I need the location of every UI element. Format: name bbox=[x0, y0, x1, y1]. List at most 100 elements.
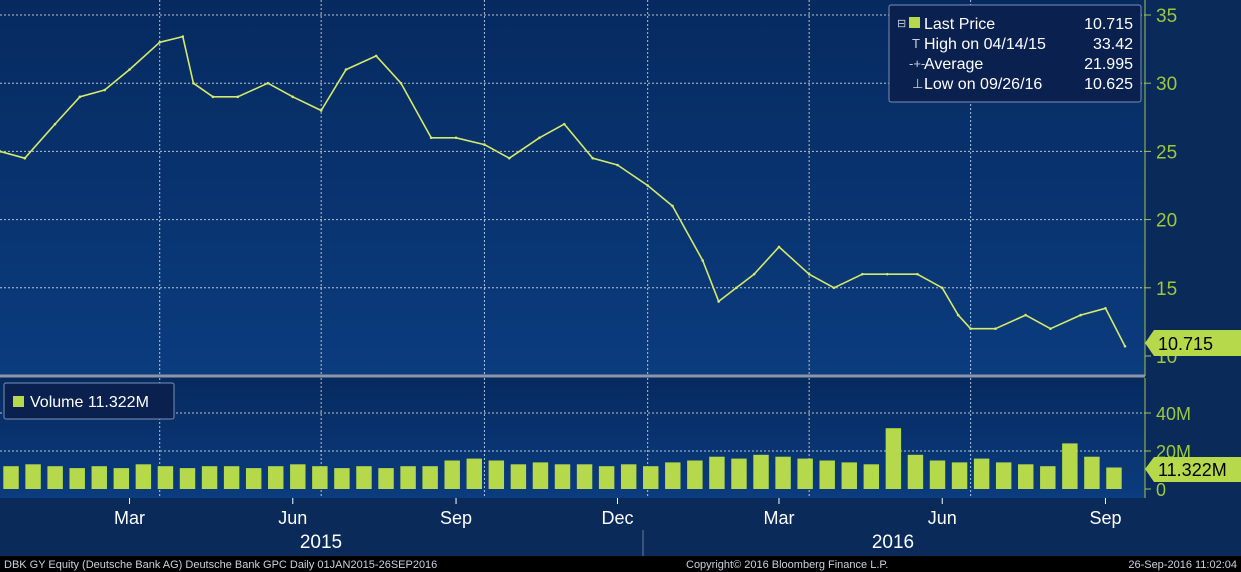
footer-bar bbox=[0, 556, 1241, 572]
price-point bbox=[507, 156, 511, 160]
volume-bar bbox=[25, 464, 41, 489]
price-tick-label: 35 bbox=[1156, 6, 1177, 27]
volume-bar bbox=[488, 460, 505, 489]
volume-bar bbox=[797, 458, 813, 489]
volume-bar bbox=[1062, 443, 1078, 489]
price-point bbox=[861, 272, 864, 276]
price-point bbox=[374, 54, 378, 58]
volume-bar bbox=[885, 428, 902, 489]
price-point bbox=[399, 81, 403, 85]
volume-bar bbox=[709, 456, 725, 489]
footer-copyright: Copyright© 2016 Bloomberg Finance L.P. bbox=[686, 559, 888, 571]
price-point bbox=[1104, 306, 1107, 310]
price-point bbox=[23, 156, 27, 160]
price-legend: ⊟ Last Price 10.715 T High on 04/14/15 3… bbox=[888, 4, 1142, 103]
price-point bbox=[78, 95, 82, 99]
price-point bbox=[591, 156, 594, 160]
price-point bbox=[735, 286, 738, 290]
price-tick-label: 25 bbox=[1156, 142, 1177, 163]
last-price-tag-value: 10.715 bbox=[1158, 334, 1213, 354]
volume-bar bbox=[223, 466, 240, 489]
volume-bar bbox=[334, 468, 350, 489]
volume-bar bbox=[113, 468, 130, 489]
average-marker-icon: -+- bbox=[909, 56, 925, 71]
volume-bar bbox=[1106, 467, 1122, 489]
price-point bbox=[956, 313, 960, 317]
price-point bbox=[181, 35, 185, 38]
volume-bar bbox=[753, 454, 769, 489]
legend-average-value: 21.995 bbox=[1084, 56, 1133, 73]
legend-last-price-label: Last Price bbox=[924, 16, 995, 33]
price-point bbox=[717, 300, 720, 303]
volume-bar bbox=[775, 456, 791, 489]
month-label: Sep bbox=[440, 508, 472, 528]
price-point bbox=[538, 136, 541, 140]
volume-bar bbox=[422, 466, 438, 489]
volume-bar bbox=[665, 462, 681, 489]
price-point bbox=[429, 136, 433, 140]
volume-legend: Volume 11.322M bbox=[3, 382, 175, 420]
volume-bar bbox=[576, 464, 593, 489]
legend-collapse-icon[interactable]: ⊟ bbox=[897, 18, 906, 30]
volume-bar bbox=[554, 464, 571, 489]
volume-bar bbox=[907, 454, 924, 489]
volume-tick-label: 0 bbox=[1156, 480, 1166, 500]
price-line bbox=[0, 35, 1126, 347]
price-point bbox=[483, 143, 486, 146]
year-label-2016: 2016 bbox=[872, 532, 914, 553]
price-point bbox=[1123, 344, 1127, 348]
volume-bar bbox=[290, 464, 306, 489]
volume-bar bbox=[973, 458, 990, 489]
last-volume-tag: 11.322M bbox=[1145, 457, 1241, 482]
low-marker-icon: ⊥ bbox=[912, 76, 923, 91]
legend-last-price-swatch-icon bbox=[909, 17, 920, 28]
price-point bbox=[940, 286, 944, 290]
price-point bbox=[807, 272, 811, 276]
month-label: Sep bbox=[1089, 508, 1121, 528]
volume-bar bbox=[3, 466, 19, 489]
price-point bbox=[128, 68, 131, 71]
volume-bar bbox=[598, 466, 615, 489]
volume-bar bbox=[378, 468, 394, 489]
price-point bbox=[969, 327, 972, 331]
price-point bbox=[236, 95, 240, 99]
volume-legend-label: Volume 11.322M bbox=[30, 394, 149, 411]
price-point bbox=[671, 204, 674, 208]
price-point bbox=[192, 81, 195, 85]
volume-bar bbox=[201, 466, 218, 489]
volume-bar bbox=[687, 460, 703, 489]
volume-bar bbox=[356, 466, 372, 489]
volume-bar bbox=[466, 458, 482, 489]
high-marker-icon: T bbox=[912, 36, 920, 51]
price-point bbox=[291, 95, 295, 99]
volume-tick-label: 40M bbox=[1156, 404, 1191, 424]
volume-bar bbox=[995, 462, 1012, 489]
price-point bbox=[158, 40, 162, 44]
price-point bbox=[885, 272, 889, 276]
price-point bbox=[344, 68, 348, 71]
volume-bar bbox=[47, 466, 63, 489]
volume-bar bbox=[841, 462, 857, 489]
volume-bar bbox=[1040, 466, 1056, 489]
price-point bbox=[53, 122, 57, 126]
price-point bbox=[916, 272, 919, 276]
price-point bbox=[562, 122, 566, 126]
month-label: Dec bbox=[602, 508, 634, 528]
price-point bbox=[701, 259, 704, 262]
volume-bar bbox=[643, 466, 659, 489]
legend-last-price-value: 10.715 bbox=[1084, 16, 1133, 33]
price-point bbox=[1024, 313, 1027, 317]
volume-bar bbox=[951, 462, 968, 489]
volume-bar bbox=[245, 468, 262, 489]
price-series bbox=[0, 35, 1127, 348]
month-labels: Mar Jun Sep Dec Mar Jun Sep bbox=[114, 498, 1121, 528]
price-point bbox=[0, 150, 2, 153]
price-point bbox=[616, 163, 619, 167]
volume-bar bbox=[91, 466, 107, 489]
price-point bbox=[103, 88, 106, 92]
price-point bbox=[454, 136, 458, 140]
axis-background bbox=[1145, 0, 1241, 528]
month-label: Jun bbox=[278, 508, 307, 528]
price-point bbox=[319, 109, 323, 112]
